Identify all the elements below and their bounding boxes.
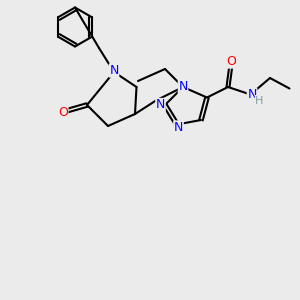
Text: O: O — [226, 55, 236, 68]
Text: N: N — [247, 88, 257, 101]
Text: N: N — [156, 98, 165, 112]
Text: N: N — [178, 80, 188, 94]
Text: N: N — [174, 121, 183, 134]
Text: N: N — [109, 64, 119, 77]
Text: H: H — [255, 95, 264, 106]
Text: O: O — [58, 106, 68, 119]
